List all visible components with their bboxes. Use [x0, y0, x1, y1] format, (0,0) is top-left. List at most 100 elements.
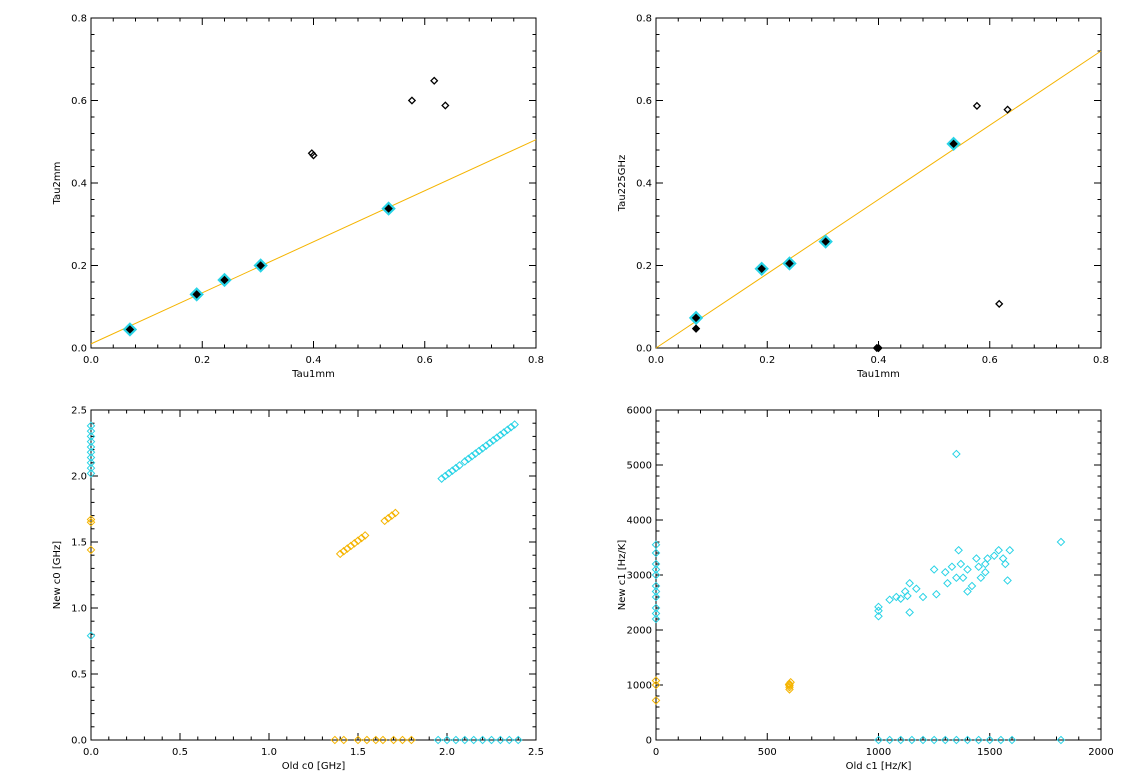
data-point: [952, 735, 961, 745]
data-point: [86, 453, 96, 462]
x-tick-label: 2.5: [528, 747, 544, 758]
data-point: [958, 573, 968, 583]
x-tick-label: 500: [758, 747, 777, 758]
data-point: [339, 735, 349, 745]
data-point: [1003, 576, 1012, 585]
x-tick-label: 0.0: [83, 747, 99, 758]
plot-frame: [655, 409, 1102, 741]
y-axis-label: Tau2mm: [52, 162, 63, 206]
data-point: [360, 531, 370, 540]
data-point: [949, 139, 958, 149]
data-point: [885, 595, 894, 605]
data-point: [485, 438, 495, 448]
data-point: [86, 463, 96, 473]
data-point: [785, 259, 794, 268]
data-point: [442, 735, 452, 745]
data-point: [956, 559, 966, 569]
y-tick-label: 2.0: [71, 472, 87, 483]
x-tick-label: 0.4: [306, 355, 322, 366]
data-point: [954, 545, 963, 555]
data-point: [1005, 545, 1015, 555]
data-point: [1056, 735, 1066, 745]
x-tick-label: 0: [653, 747, 659, 758]
data-point: [383, 513, 393, 523]
y-tick-label: 0.2: [71, 261, 87, 272]
y-tick-label: 4000: [627, 516, 652, 527]
data-point: [784, 680, 794, 689]
data-point: [874, 606, 883, 616]
data-point: [451, 735, 461, 745]
data-point: [929, 735, 939, 745]
data-point: [469, 735, 479, 745]
data-point: [378, 735, 388, 745]
y-tick-label: 0.4: [71, 179, 87, 190]
data-point: [994, 545, 1003, 555]
y-tick-label: 2.5: [71, 406, 87, 417]
data-point: [389, 735, 398, 745]
data-point: [444, 469, 454, 478]
data-point: [940, 567, 950, 577]
data-point: [467, 451, 477, 461]
x-axis-label: Old c1 [Hz/K]: [846, 761, 912, 772]
data-point: [691, 324, 701, 333]
data-point: [905, 608, 914, 617]
data-point: [220, 275, 229, 285]
data-point: [496, 430, 505, 440]
data-point: [86, 426, 96, 436]
data-point: [963, 587, 972, 596]
data-point: [651, 680, 661, 690]
y-tick-label: 5000: [627, 461, 652, 472]
data-point: [330, 735, 340, 745]
data-point: [963, 565, 972, 574]
data-point: [651, 565, 661, 574]
data-point: [339, 546, 349, 556]
data-point: [503, 425, 512, 435]
data-point: [504, 735, 514, 745]
y-tick-label: 0.4: [636, 179, 652, 190]
y-axis-label: New c0 [GHz]: [52, 541, 63, 609]
data-point: [433, 735, 443, 745]
plot-frame: [90, 409, 537, 741]
data-point: [983, 554, 992, 563]
data-point: [125, 325, 135, 334]
data-point: [460, 457, 470, 466]
data-point: [513, 735, 523, 745]
data-point: [896, 735, 906, 745]
data-point: [912, 584, 921, 594]
data-point: [996, 735, 1006, 745]
data-point: [441, 101, 450, 110]
data-point: [940, 735, 950, 745]
data-point: [357, 533, 366, 543]
data-point: [918, 592, 928, 602]
data-point: [903, 591, 912, 601]
x-tick-label: 0.5: [172, 747, 188, 758]
data-point: [471, 449, 480, 458]
data-point: [510, 420, 519, 429]
data-point: [346, 541, 356, 551]
data-point: [907, 735, 917, 745]
data-point: [256, 261, 265, 270]
data-point: [874, 611, 883, 621]
data-point: [905, 578, 914, 588]
y-tick-label: 0.8: [71, 14, 87, 25]
data-point: [384, 204, 393, 213]
data-point: [885, 735, 894, 745]
x-tick-label: 0.0: [83, 355, 99, 366]
x-tick-label: 0.6: [982, 355, 998, 366]
data-point: [464, 454, 473, 464]
data-point: [932, 589, 941, 599]
data-point: [343, 544, 352, 553]
x-axis-label: Old c0 [GHz]: [282, 761, 346, 772]
data-point: [651, 570, 661, 580]
data-point: [440, 471, 450, 481]
data-point: [1001, 559, 1010, 569]
y-axis-label: New c1 [Hz/K]: [617, 540, 628, 611]
data-point: [1007, 735, 1017, 745]
data-point: [86, 545, 96, 555]
data-point: [691, 313, 701, 323]
data-point: [651, 609, 661, 618]
x-tick-label: 2.0: [439, 747, 455, 758]
data-point: [478, 443, 487, 453]
x-tick-label: 0.8: [1093, 355, 1109, 366]
x-tick-label: 0.2: [759, 355, 775, 366]
